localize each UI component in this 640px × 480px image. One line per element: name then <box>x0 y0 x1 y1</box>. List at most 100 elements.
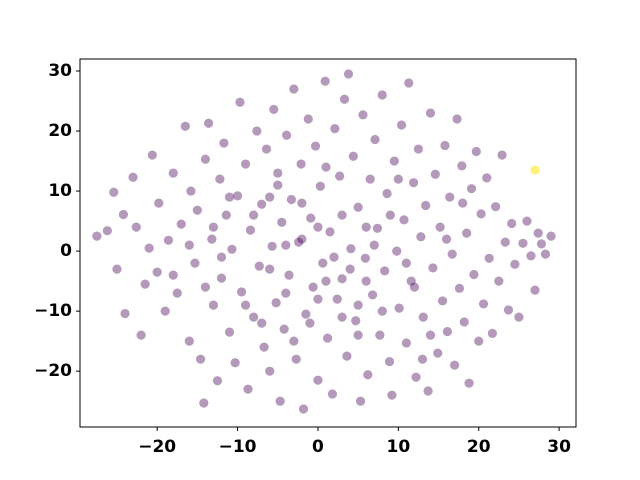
point <box>375 330 385 340</box>
point <box>440 140 450 151</box>
point <box>109 187 119 197</box>
point <box>219 138 229 148</box>
point <box>484 253 494 263</box>
point <box>418 312 428 322</box>
point <box>435 222 445 232</box>
point <box>168 168 178 178</box>
point <box>184 336 194 346</box>
point <box>469 269 479 280</box>
point <box>257 318 267 328</box>
point <box>399 215 409 225</box>
point <box>131 222 141 232</box>
point <box>325 227 335 237</box>
point <box>382 188 392 199</box>
point <box>518 238 528 248</box>
x-tick-label: 30 <box>547 437 571 457</box>
point <box>540 249 551 259</box>
point <box>358 110 368 120</box>
point <box>430 169 440 179</box>
point <box>346 244 356 254</box>
point <box>277 217 287 227</box>
point <box>478 299 489 309</box>
point <box>207 234 217 244</box>
point <box>227 244 237 254</box>
point <box>195 354 206 364</box>
point <box>546 231 556 241</box>
plot-frame <box>79 58 577 428</box>
point <box>409 282 420 292</box>
point <box>298 404 309 414</box>
point <box>190 258 200 268</box>
point <box>510 259 520 269</box>
point <box>216 273 227 283</box>
point <box>437 296 448 306</box>
point <box>216 252 227 262</box>
point <box>320 76 330 86</box>
point <box>421 200 431 211</box>
point <box>425 108 436 118</box>
point <box>474 336 484 346</box>
point <box>224 192 235 202</box>
point <box>353 300 363 310</box>
point <box>204 118 214 128</box>
point <box>329 252 339 262</box>
point <box>305 318 315 328</box>
point <box>269 104 279 115</box>
point <box>176 219 186 229</box>
point <box>404 78 414 88</box>
point <box>384 356 395 367</box>
point <box>310 141 321 151</box>
point <box>279 324 289 334</box>
x-tick-label: 0 <box>312 437 324 457</box>
y-tick-label: 10 <box>48 181 72 201</box>
point <box>396 120 407 130</box>
point <box>297 234 307 244</box>
point <box>409 178 419 188</box>
point <box>394 303 404 313</box>
point <box>265 264 275 274</box>
point <box>180 121 190 131</box>
point <box>168 270 178 280</box>
point <box>313 294 323 304</box>
point <box>136 330 146 340</box>
point <box>385 210 395 220</box>
point <box>342 351 352 361</box>
point <box>297 198 307 208</box>
point <box>466 184 477 194</box>
point <box>413 144 424 154</box>
point <box>450 360 460 370</box>
point <box>102 226 112 236</box>
point <box>401 338 411 348</box>
point <box>497 150 507 160</box>
point <box>321 162 331 172</box>
point <box>281 240 291 250</box>
y-tick-label: 20 <box>48 121 72 141</box>
y-tick-label: −10 <box>34 301 72 321</box>
point <box>163 235 174 245</box>
point <box>261 144 272 154</box>
point <box>337 210 347 220</box>
point <box>303 114 313 124</box>
point <box>441 234 452 244</box>
point <box>332 294 342 304</box>
point <box>526 251 536 261</box>
point <box>360 253 370 263</box>
point <box>286 194 297 205</box>
x-tick-label: 20 <box>467 437 491 457</box>
point <box>457 161 467 171</box>
point <box>353 330 363 340</box>
point <box>243 384 253 394</box>
point <box>241 300 251 310</box>
point <box>273 168 283 178</box>
point <box>401 258 411 268</box>
point <box>406 276 416 286</box>
point <box>318 258 328 268</box>
point <box>284 270 294 280</box>
point <box>186 186 196 196</box>
point <box>281 130 292 140</box>
point <box>199 398 209 408</box>
point <box>392 246 402 256</box>
point <box>321 276 331 286</box>
point <box>355 396 366 406</box>
